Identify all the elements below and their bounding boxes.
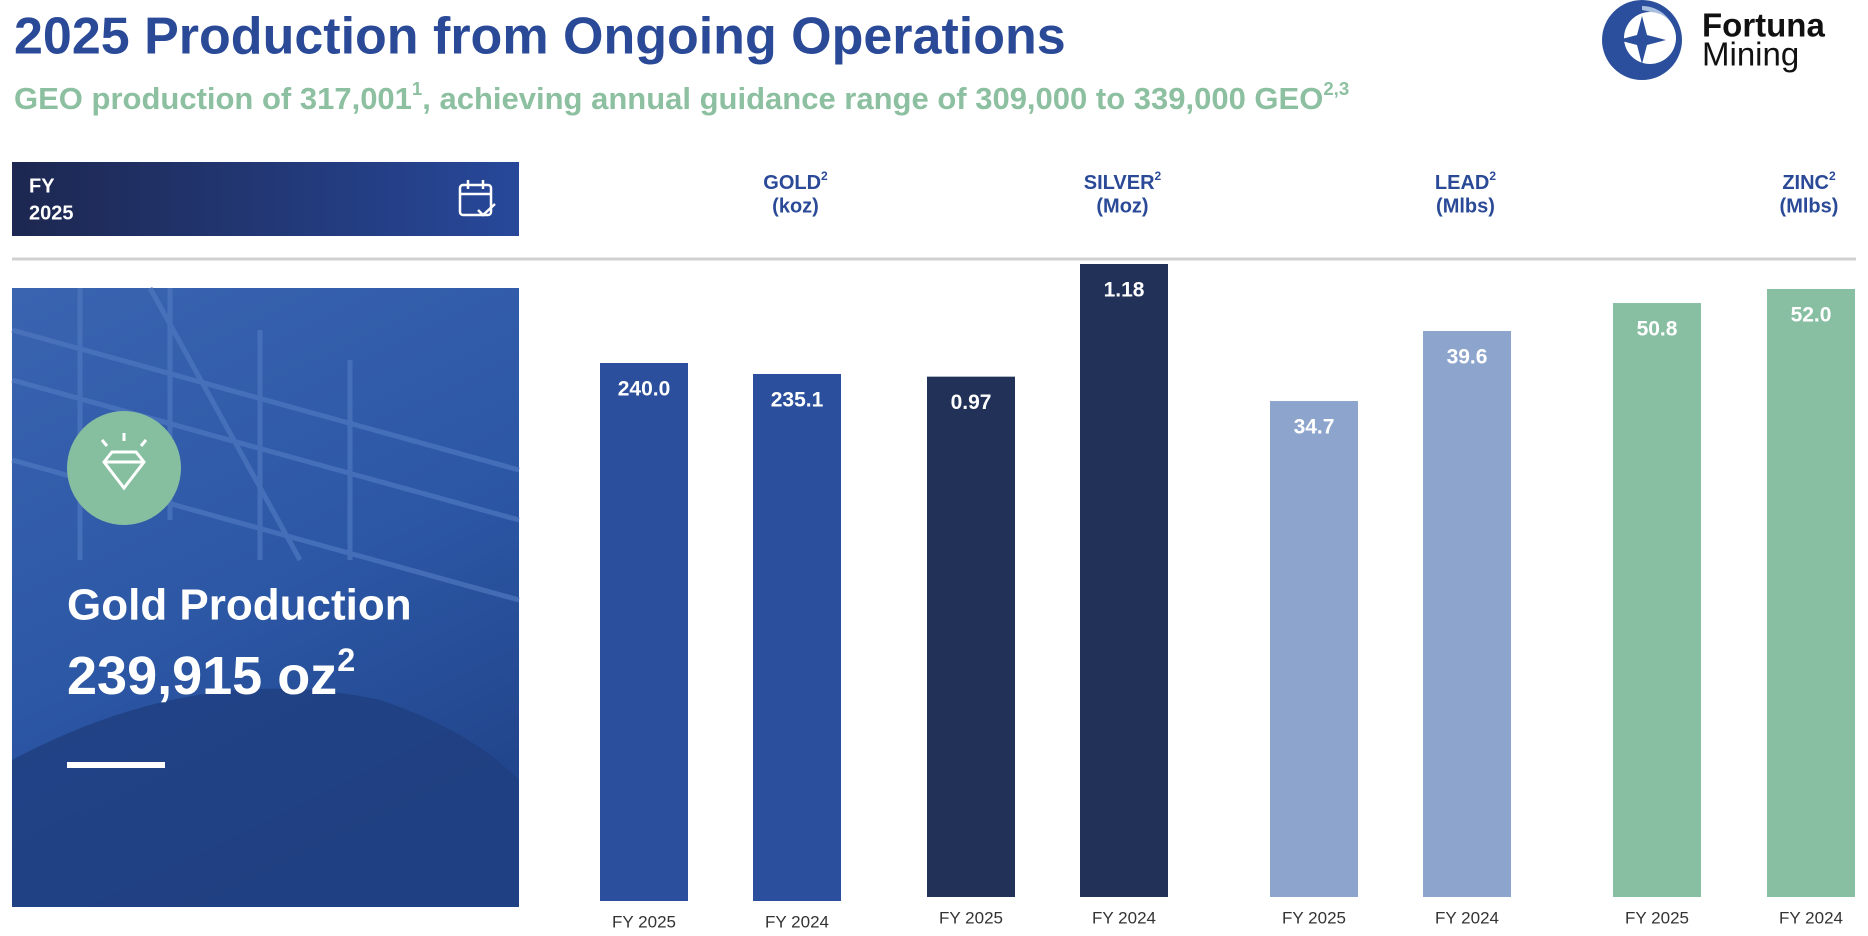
- calendar-icon: [458, 180, 496, 217]
- bar: [1080, 264, 1168, 897]
- panel-title: Gold Production: [67, 581, 412, 630]
- value-label: 1.18: [1104, 279, 1145, 302]
- x-tick-label: FY 2025: [1625, 908, 1689, 927]
- x-tick-label: FY 2025: [612, 912, 676, 931]
- title: 2025 Production from Ongoing Operations: [14, 8, 1066, 66]
- bar: [927, 376, 1015, 897]
- bar: [1270, 401, 1358, 897]
- chart-unit: (Mlbs): [1436, 195, 1495, 217]
- chart-unit: (Mlbs): [1780, 195, 1839, 217]
- period-banner: [12, 162, 519, 236]
- subtitle: GEO production of 317,0011, achieving an…: [14, 78, 1349, 116]
- value-label: 50.8: [1637, 318, 1678, 341]
- value-label: 240.0: [618, 378, 671, 401]
- period-year: 2025: [29, 202, 74, 224]
- superscript: 2: [337, 642, 355, 678]
- chart-unit: (Moz): [1096, 195, 1148, 217]
- x-tick-label: FY 2025: [1282, 908, 1346, 927]
- panel-value: 239,915 oz2: [67, 642, 355, 707]
- text-part: GOLD: [763, 172, 821, 194]
- chart-unit: (koz): [772, 195, 819, 217]
- x-tick-label: FY 2024: [1435, 908, 1499, 927]
- x-tick-label: FY 2024: [1779, 908, 1843, 927]
- chart-title: GOLD2: [763, 169, 828, 194]
- text-part: SILVER: [1084, 172, 1155, 194]
- superscript: 2: [1489, 169, 1496, 183]
- text-part: LEAD: [1435, 172, 1489, 194]
- x-tick-label: FY 2024: [765, 912, 829, 931]
- value-label: 39.6: [1447, 346, 1488, 369]
- value-label: 52.0: [1791, 304, 1832, 327]
- text-part: 239,915 oz: [67, 646, 337, 706]
- value-label: 34.7: [1294, 416, 1335, 439]
- logo-mark: [1602, 0, 1682, 80]
- bar: [1767, 289, 1855, 897]
- photo-panel: [11, 286, 520, 907]
- bar: [600, 363, 688, 901]
- text-part: , achieving annual guidance range of 309…: [422, 81, 1323, 116]
- x-tick-label: FY 2024: [1092, 908, 1156, 927]
- superscript: 2: [821, 169, 828, 183]
- superscript: 2,3: [1323, 78, 1349, 99]
- x-tick-label: FY 2025: [939, 908, 1003, 927]
- chart-title: SILVER2: [1084, 169, 1162, 194]
- bar: [753, 373, 841, 902]
- value-label: 0.97: [951, 391, 992, 414]
- logo-text: Fortuna: [1702, 7, 1825, 44]
- period-label: FY: [29, 175, 55, 197]
- text-part: ZINC: [1782, 172, 1829, 194]
- superscript: 1: [412, 78, 422, 99]
- superscript: 2: [1829, 169, 1836, 183]
- superscript: 2: [1155, 169, 1162, 183]
- chart-title: ZINC2: [1782, 169, 1836, 194]
- value-label: 235.1: [771, 389, 824, 412]
- bar: [1613, 303, 1701, 897]
- bar: [1423, 331, 1511, 897]
- text-part: GEO production of 317,001: [14, 81, 412, 116]
- logo-text: Mining: [1702, 36, 1799, 73]
- chart-title: LEAD2: [1435, 169, 1496, 194]
